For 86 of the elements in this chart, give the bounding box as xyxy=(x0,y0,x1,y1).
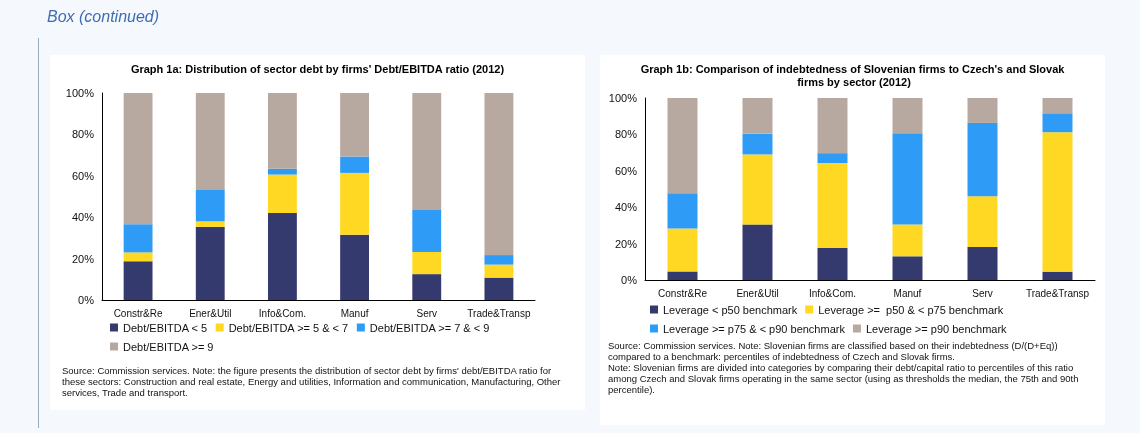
bar xyxy=(195,221,225,227)
x-tick-label: Constr&Re xyxy=(113,307,163,319)
y-tick-label: 20% xyxy=(71,252,95,265)
bar xyxy=(123,93,153,225)
x-tick-label: Manuf xyxy=(893,287,922,299)
bar xyxy=(1042,271,1073,280)
bar xyxy=(340,156,370,173)
bar xyxy=(195,226,225,300)
bar xyxy=(267,213,297,300)
bar xyxy=(667,98,698,194)
legend-label: Debt/EBITDA >= 7 & < 9 xyxy=(369,321,490,334)
bar xyxy=(1042,132,1073,272)
bar xyxy=(967,196,998,247)
bar xyxy=(195,189,225,222)
x-tick-label: Info&Com. xyxy=(258,307,307,319)
bar xyxy=(667,271,698,280)
y-tick-label: 40% xyxy=(614,201,638,214)
bar xyxy=(484,255,514,265)
y-tick-label: 0% xyxy=(621,274,638,286)
bar xyxy=(817,153,848,164)
legend-label: Leverage >= p75 & < p90 benchmark xyxy=(663,322,846,335)
x-tick-label: Trade&Transp xyxy=(467,307,531,319)
x-tick-label: Constr&Re xyxy=(658,287,708,299)
legend-label: Leverage < p50 benchmark xyxy=(663,303,798,316)
bar xyxy=(667,228,698,272)
bar xyxy=(967,246,998,280)
y-tick-label: 100% xyxy=(608,92,638,104)
source-note: Source: Commission services. Note: Slovenian firms are classified based on their indebtedness (D/(D+Eq)) compared to a benchmark: percentiles of indebtedness of Czech and Slovak firms. xyxy=(608,340,1059,362)
bar xyxy=(892,224,923,257)
bar xyxy=(967,98,998,123)
bar xyxy=(667,193,698,229)
y-tick-label: 60% xyxy=(71,169,95,182)
y-tick-label: 80% xyxy=(71,128,95,141)
legend-label: Debt/EBITDA >= 9 xyxy=(123,340,214,353)
bar xyxy=(340,93,370,157)
bar xyxy=(892,133,923,225)
bar xyxy=(123,261,153,300)
bar xyxy=(412,251,442,275)
source-note: Source: Commission services. Note: the figure presents the distribution of sector debt by firms' debt/EBITDA ratio for these sectors: Construction and real estate, Energy and utilities, Information and communication, Manufacturing, Other services, Trade and transport. xyxy=(62,365,562,398)
x-tick-label: Ener&Util xyxy=(189,307,232,319)
bar xyxy=(742,224,773,280)
bar xyxy=(412,274,442,300)
x-tick-label: Manuf xyxy=(340,307,369,319)
bar xyxy=(892,98,923,134)
bar xyxy=(267,174,297,214)
bar xyxy=(195,93,225,190)
bar xyxy=(967,122,998,197)
legend-label: Leverage >= p90 benchmark xyxy=(865,322,1008,335)
y-tick-label: 40% xyxy=(71,211,95,224)
bar xyxy=(267,168,297,175)
y-tick-label: 100% xyxy=(65,87,95,99)
x-tick-label: Serv xyxy=(416,307,438,319)
bar xyxy=(412,93,442,210)
legend-label: Debt/EBITDA >= 5 & < 7 xyxy=(228,321,349,334)
y-tick-label: 60% xyxy=(614,164,638,177)
bar xyxy=(123,252,153,262)
bar xyxy=(817,247,848,280)
chart-title: Graph 1b: Comparison of indebtedness of Slovenian firms to Czech's and Slovak firms by sector (2012) xyxy=(640,62,1066,88)
bar xyxy=(412,209,442,252)
y-tick-label: 80% xyxy=(614,128,638,141)
x-tick-label: Serv xyxy=(972,287,993,299)
legend-label: Leverage >= p50 & < p75 benchmark xyxy=(818,303,1004,316)
x-tick-label: Trade&Transp xyxy=(1025,287,1090,299)
bar xyxy=(484,93,514,256)
x-tick-label: Ener&Util xyxy=(736,287,779,299)
bar xyxy=(742,154,773,225)
bar xyxy=(340,234,370,300)
bar xyxy=(123,224,153,253)
bar xyxy=(742,98,773,134)
bar xyxy=(742,133,773,155)
bar xyxy=(892,256,923,280)
bar xyxy=(340,172,370,235)
bar xyxy=(1042,98,1073,114)
y-tick-label: 0% xyxy=(78,294,95,306)
bar xyxy=(484,264,514,278)
bar xyxy=(817,163,848,248)
bar xyxy=(1042,113,1073,133)
y-tick-label: 20% xyxy=(614,237,638,250)
x-tick-label: Info&Com. xyxy=(808,287,857,299)
bar xyxy=(484,277,514,300)
bar xyxy=(267,93,297,169)
legend-label: Debt/EBITDA < 5 xyxy=(123,321,208,334)
text: Box (continued) xyxy=(47,8,160,26)
chart-title: Graph 1a: Distribution of sector debt by firms' Debt/EBITDA ratio (2012) xyxy=(130,62,505,75)
text: Note: Slovenian firms are divided into categories by comparing their debt/capital ratio to percentiles of this ratio among Czech and Slovak firms operating in the same sector (using as thresholds the median, the 75th and 90th percentile). xyxy=(608,362,1080,395)
bar xyxy=(817,98,848,154)
